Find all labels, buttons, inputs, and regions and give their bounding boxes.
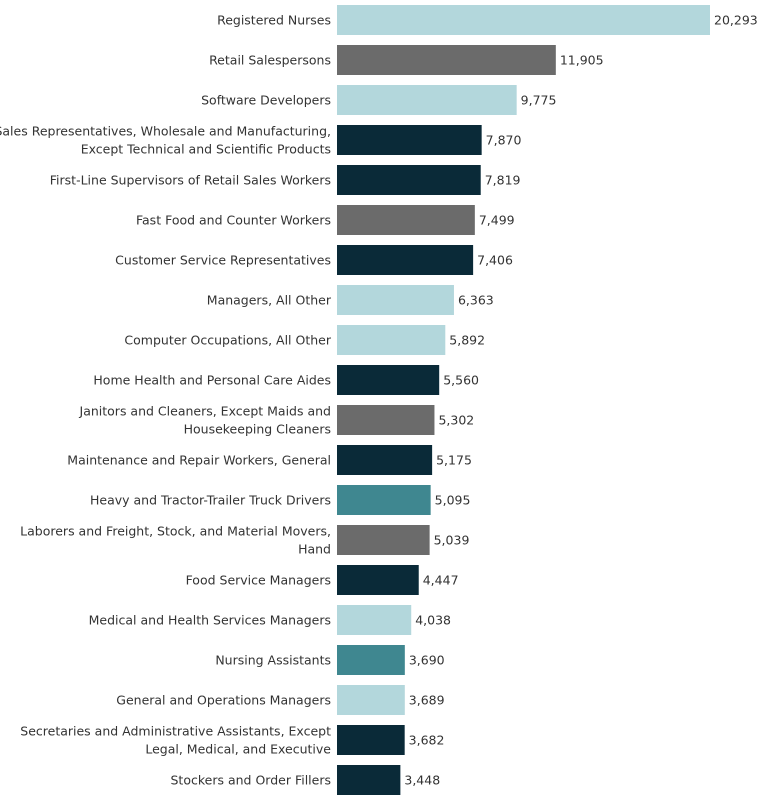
value-label: 7,499 <box>479 213 515 228</box>
category-label: Heavy and Tractor-Trailer Truck Drivers <box>90 493 331 508</box>
bar <box>337 165 481 195</box>
value-label: 5,175 <box>436 453 472 468</box>
value-label: 4,447 <box>423 573 459 588</box>
value-label: 7,406 <box>477 253 513 268</box>
category-label: Computer Occupations, All Other <box>124 333 331 348</box>
category-label: Legal, Medical, and Executive <box>145 742 331 757</box>
value-label: 5,302 <box>438 413 474 428</box>
value-label: 11,905 <box>560 53 604 68</box>
category-label: Housekeeping Cleaners <box>184 422 331 437</box>
value-labels-layer: 20,293 11,905 9,775 7,870 7,819 7,499 7,406 6,3… <box>404 13 757 788</box>
bar <box>337 605 412 635</box>
bar <box>337 765 401 795</box>
category-label: Customer Service Representatives <box>115 253 331 268</box>
category-labels-layer: Registered Nurses Retail Salespersons Soft… <box>0 13 332 788</box>
category-label: Food Service Managers <box>186 573 331 588</box>
value-label: 4,038 <box>415 613 451 628</box>
category-label: First-Line Supervisors of Retail Sales W… <box>50 173 331 188</box>
bar <box>337 5 710 35</box>
value-label: 3,690 <box>409 653 445 668</box>
category-label: Secretaries and Administrative Assistant… <box>20 724 331 739</box>
value-label: 5,892 <box>449 333 485 348</box>
category-label: Registered Nurses <box>217 13 331 28</box>
bar <box>337 405 435 435</box>
category-label: Maintenance and Repair Workers, General <box>67 453 331 468</box>
value-label: 9,775 <box>521 93 557 108</box>
category-label: Fast Food and Counter Workers <box>136 213 331 228</box>
value-label: 7,870 <box>486 133 522 148</box>
bar <box>337 325 446 355</box>
category-label: Nursing Assistants <box>215 653 331 668</box>
category-label: General and Operations Managers <box>116 693 331 708</box>
category-label: Managers, All Other <box>207 293 332 308</box>
category-label: Laborers and Freight, Stock, and Materia… <box>20 524 331 539</box>
value-label: 5,039 <box>434 533 470 548</box>
category-label: Home Health and Personal Care Aides <box>93 373 331 388</box>
value-label: 3,689 <box>409 693 445 708</box>
bar <box>337 725 405 755</box>
bar <box>337 245 474 275</box>
category-label: Sales Representatives, Wholesale and Man… <box>0 124 331 139</box>
bar <box>337 85 517 115</box>
bars-layer <box>337 5 710 795</box>
category-label: Medical and Health Services Managers <box>89 613 331 628</box>
value-label: 3,448 <box>404 773 440 788</box>
value-label: 5,560 <box>443 373 479 388</box>
category-label: Retail Salespersons <box>209 53 331 68</box>
value-label: 6,363 <box>458 293 494 308</box>
value-label: 3,682 <box>409 733 445 748</box>
category-label: Except Technical and Scientific Products <box>81 142 331 157</box>
bar <box>337 485 431 515</box>
bar <box>337 205 475 235</box>
bar <box>337 125 482 155</box>
bar <box>337 365 440 395</box>
category-label: Stockers and Order Fillers <box>171 773 332 788</box>
bar <box>337 645 405 675</box>
category-label: Janitors and Cleaners, Except Maids and <box>79 404 331 419</box>
category-label: Software Developers <box>201 93 331 108</box>
bar <box>337 565 419 595</box>
bar <box>337 685 405 715</box>
bar <box>337 445 433 475</box>
value-label: 5,095 <box>435 493 471 508</box>
bar <box>337 45 556 75</box>
value-label: 7,819 <box>485 173 521 188</box>
bar <box>337 285 454 315</box>
bar <box>337 525 430 555</box>
category-label: Hand <box>298 542 331 557</box>
value-label: 20,293 <box>714 13 758 28</box>
